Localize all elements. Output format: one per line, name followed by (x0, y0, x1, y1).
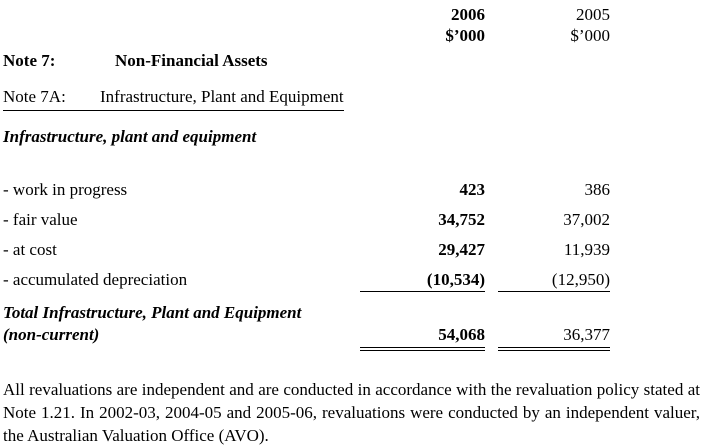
amount-2005-cell: 386 (584, 180, 611, 199)
row-label: - fair value (3, 210, 78, 229)
total-amount-2006-cell: 54,068 (360, 324, 485, 351)
column-header-2006: 2006 $’000 (360, 4, 485, 46)
total-label-line1: Total Infrastructure, Plant and Equipmen… (3, 303, 302, 322)
note-7a-heading: Note 7A: Infrastructure, Plant and Equipm… (3, 86, 610, 111)
year-2005-label: 2005 (576, 5, 610, 24)
unit-2006-label: $’000 (445, 26, 485, 45)
amount-2005-cell: 37,002 (563, 210, 610, 229)
amount-2006-value: (10,534) (360, 270, 485, 292)
note-7-heading: Note 7: Non-Financial Assets (3, 50, 610, 72)
total-amount-2005-cell: 36,377 (498, 324, 610, 351)
total-amount-2006-value: 54,068 (360, 325, 485, 351)
revaluation-footnote: All revaluations are independent and are… (3, 380, 700, 445)
asset-rows: - work in progress 423 386 - fair value … (3, 175, 610, 295)
row-label: - accumulated depreciation (3, 270, 188, 289)
table-row-work-in-progress: - work in progress 423 386 (3, 175, 610, 205)
amount-2006-cell: 423 (459, 180, 486, 199)
section-title: Infrastructure, plant and equipment (3, 127, 257, 146)
amount-2006-cell: (10,534) (360, 265, 485, 295)
note-7-title: Non-Financial Assets (115, 51, 268, 70)
table-row-at-cost: - at cost 29,427 11,939 (3, 235, 610, 265)
year-column-headers: 2006 $’000 2005 $’000 (3, 4, 610, 46)
total-label-line2: (non-current) (3, 325, 100, 344)
row-label: - at cost (3, 240, 57, 259)
note-7a-label: Note 7A: (3, 87, 66, 106)
note-7a-title: Infrastructure, Plant and Equipment (100, 87, 344, 106)
table-row-fair-value: - fair value 34,752 37,002 (3, 205, 610, 235)
total-amount-2005-value: 36,377 (498, 325, 610, 351)
row-label: - work in progress (3, 180, 128, 199)
amount-2005-cell: 11,939 (563, 240, 610, 259)
column-header-2005: 2005 $’000 (498, 4, 610, 46)
unit-2005-label: $’000 (570, 26, 610, 45)
amount-2006-cell: 34,752 (438, 210, 485, 229)
year-2006-label: 2006 (451, 5, 485, 24)
amount-2006-cell: 29,427 (438, 240, 485, 259)
note-7-label: Note 7: (3, 51, 56, 70)
amount-2005-cell: (12,950) (498, 265, 610, 295)
note-7a-underline: Note 7A: Infrastructure, Plant and Equipm… (3, 86, 344, 111)
total-row: Total Infrastructure, Plant and Equipmen… (3, 302, 610, 351)
table-row-accumulated-depreciation: - accumulated depreciation (10,534) (12,… (3, 265, 610, 295)
amount-2005-value: (12,950) (498, 270, 610, 292)
